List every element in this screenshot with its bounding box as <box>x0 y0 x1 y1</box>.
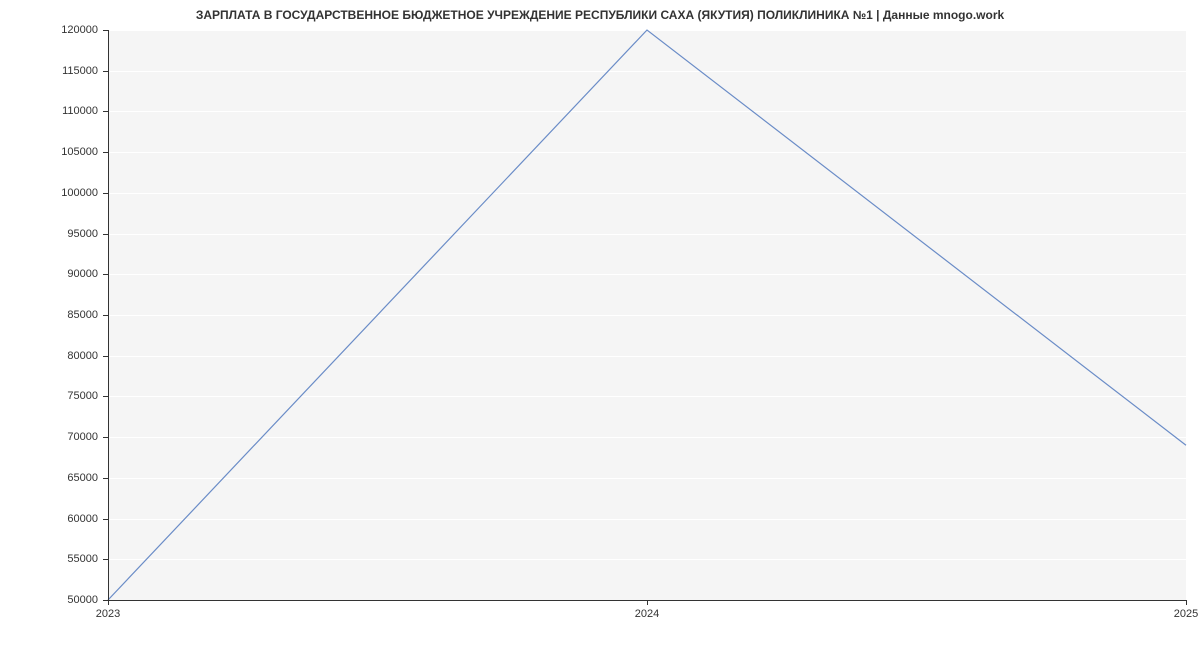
series-salary <box>108 30 1186 600</box>
line-series-layer <box>0 0 1200 650</box>
x-axis-line <box>108 600 1186 601</box>
y-axis-line <box>108 30 109 600</box>
